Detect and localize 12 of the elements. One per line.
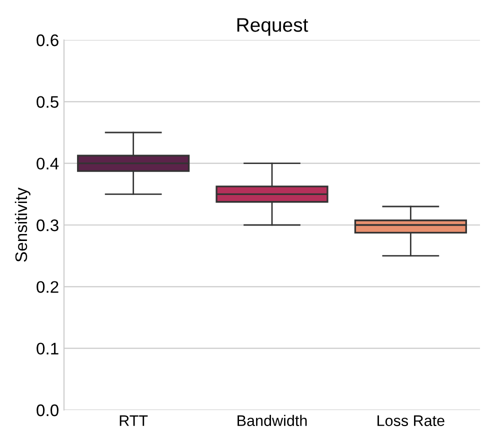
- y-tick-label: 0.0: [36, 404, 58, 416]
- y-tick-label: 0.5: [36, 96, 58, 108]
- y-tick-label: 0.3: [36, 219, 58, 232]
- x-tick-label: Loss Rate: [378, 415, 444, 426]
- chart-title: Request: [237, 18, 308, 36]
- y-tick-label: 0.2: [36, 281, 58, 293]
- y-axis-title: Sensitivity: [14, 188, 30, 262]
- x-tick-label: Bandwidth: [238, 414, 307, 426]
- x-tick-label: RTT: [120, 415, 148, 426]
- y-tick-label: 0.4: [36, 158, 59, 170]
- y-tick-label: 0.1: [36, 342, 58, 355]
- y-tick-label: 0.6: [36, 34, 58, 46]
